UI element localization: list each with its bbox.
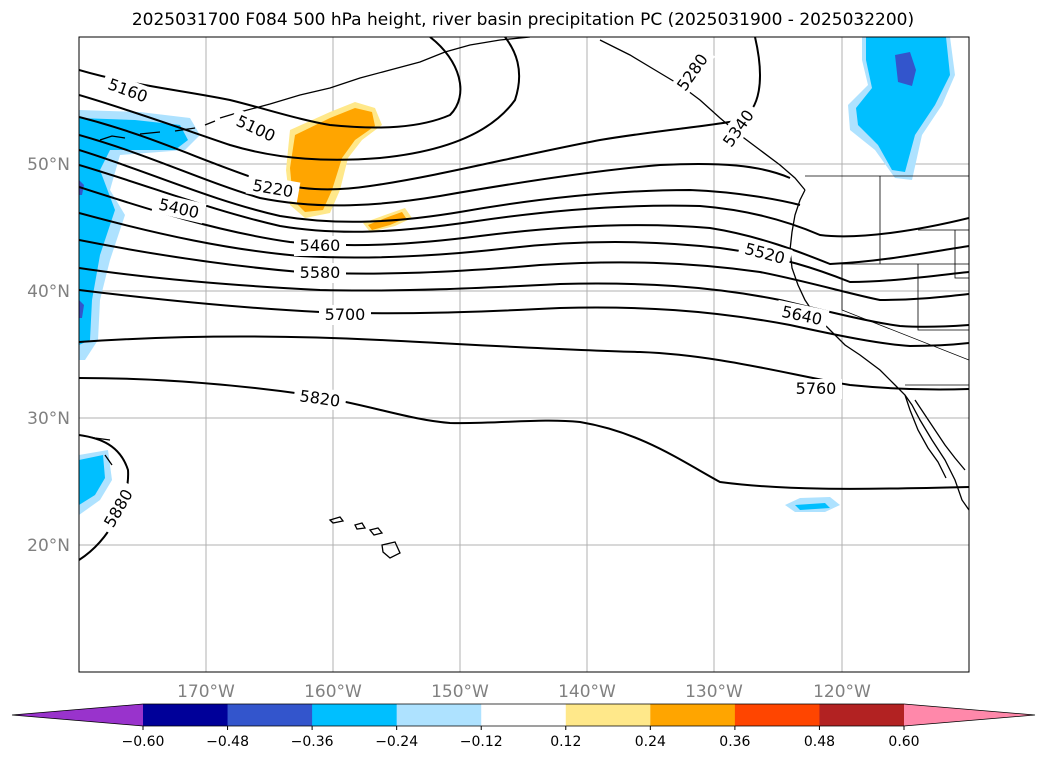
colorbar-segment	[227, 704, 313, 726]
contour-5160	[79, 37, 462, 129]
colorbar-segment	[734, 704, 820, 726]
colorbar-tick-label: −0.12	[460, 734, 503, 750]
state-borders	[841, 176, 969, 361]
height-contours	[79, 37, 969, 561]
colorbar-tick-label: 0.12	[550, 734, 581, 750]
lat-label-50N: 50°N	[27, 155, 70, 175]
lat-labels: 20°N 30°N 40°N 50°N	[27, 155, 70, 556]
contour-label-5760: 5760	[796, 379, 837, 398]
contour-5700	[79, 289, 969, 348]
colorbar-extend-low	[12, 704, 143, 726]
us-west-coast	[789, 189, 969, 511]
contour-5100-line	[79, 37, 521, 161]
colorbar-tick-label: 0.60	[888, 734, 919, 750]
contour-5340	[79, 149, 801, 223]
contour-5820	[79, 377, 969, 490]
negative-anomaly-northeast-core	[856, 37, 950, 172]
lon-label-120W: 120°W	[813, 682, 871, 702]
negative-anomaly-west-core	[79, 118, 188, 345]
figure-title: 2025031700 F084 500 hPa height, river ba…	[132, 10, 914, 30]
colorbar-tick-label: 0.24	[635, 734, 666, 750]
contour-5400	[79, 164, 969, 238]
colorbar-extend-high	[904, 704, 1035, 726]
colorbar: −0.60 −0.48 −0.36 −0.24 −0.12 0.12 0.24 0.36 0.4…	[11, 703, 1036, 750]
colorbar-tick-label: −0.60	[122, 734, 165, 750]
negative-anomaly-subtropic-core	[795, 503, 830, 510]
colorbar-tick-label: 0.36	[719, 734, 750, 750]
alaska-coast	[219, 37, 531, 119]
lat-label-20N: 20°N	[27, 536, 70, 556]
lat-label-40N: 40°N	[27, 282, 70, 302]
negative-anomaly-west-dark2	[79, 300, 84, 318]
contour-5580	[79, 239, 969, 302]
colorbar-segment	[650, 704, 736, 726]
colorbar-segment	[481, 704, 567, 726]
negative-anomaly-southwest-core	[79, 455, 105, 505]
colorbar-tick-label: −0.36	[291, 734, 334, 750]
lon-label-170W: 170°W	[177, 682, 235, 702]
colorbar-segment	[819, 704, 905, 726]
colorbar-tick-label: 0.48	[804, 734, 835, 750]
colorbar-segment	[143, 704, 229, 726]
contour-5880	[79, 434, 130, 561]
contour-5280	[79, 134, 791, 207]
contour-label-5580: 5580	[300, 263, 341, 282]
aleutian-islands	[99, 120, 216, 141]
map-background	[79, 37, 969, 672]
lat-label-30N: 30°N	[27, 409, 70, 429]
contour-label-5460: 5460	[300, 236, 341, 255]
negative-anomaly-northeast-dark	[895, 52, 916, 86]
colorbar-tick-label: −0.24	[375, 734, 418, 750]
bc-coast	[599, 39, 806, 191]
colorbar-segment	[312, 704, 398, 726]
lon-label-130W: 130°W	[685, 682, 743, 702]
colorbar-segment	[565, 704, 651, 726]
lon-labels: 170°W 160°W 150°W 140°W 130°W 120°W	[177, 682, 871, 702]
map-frame	[78, 36, 970, 673]
baja-california	[904, 394, 966, 479]
lon-label-140W: 140°W	[558, 682, 616, 702]
negative-anomaly-west	[79, 110, 200, 360]
contour-5460	[79, 186, 969, 266]
contour-5760	[79, 335, 969, 391]
lon-label-160W: 160°W	[304, 682, 362, 702]
contour-5640	[79, 267, 969, 328]
contour-label-5700: 5700	[325, 305, 366, 324]
colorbar-segment	[396, 704, 482, 726]
borders	[805, 175, 969, 386]
hawaii-islands	[328, 516, 401, 559]
contour-5520	[79, 212, 969, 284]
colorbar-tick-label: −0.48	[206, 734, 249, 750]
lon-label-150W: 150°W	[431, 682, 489, 702]
